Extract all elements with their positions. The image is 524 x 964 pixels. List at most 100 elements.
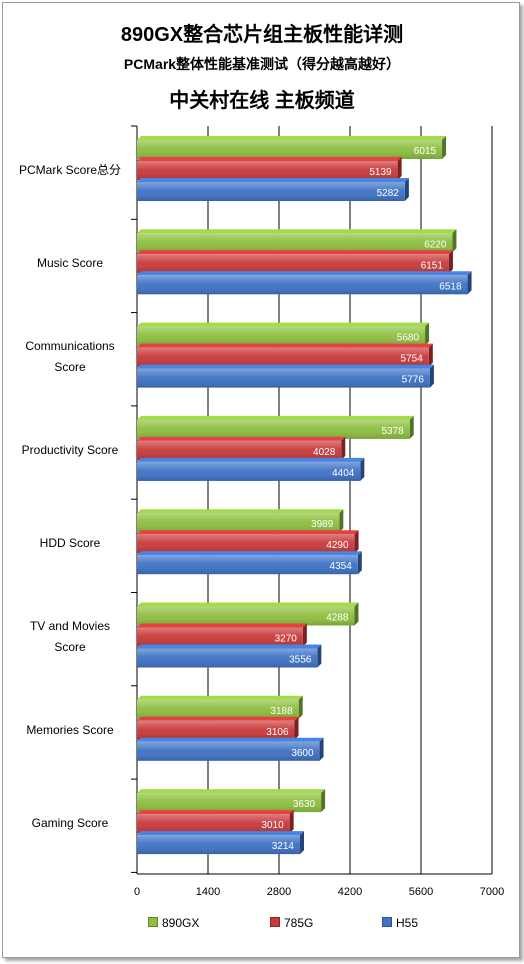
bar-value-label: 3010: [261, 820, 284, 831]
bar-top-face: [137, 831, 304, 836]
x-tick-label: 5600: [409, 886, 433, 898]
bar-shine: [137, 627, 303, 647]
bar-shine: [137, 741, 320, 761]
bar-value-label: 5776: [402, 375, 425, 386]
bar-side-face: [354, 602, 359, 626]
bar-shine: [137, 699, 299, 719]
bar-side-face: [319, 737, 324, 761]
bar-shine: [137, 368, 430, 388]
bar-h55: 3556: [137, 644, 322, 668]
legend-label: 890GX: [162, 916, 200, 930]
bar-side-face: [397, 157, 402, 180]
bar-value-label: 3600: [291, 748, 314, 759]
bar-side-face: [404, 178, 409, 201]
category-label: Communications Score: [25, 339, 115, 375]
bar-shine: [137, 140, 443, 159]
bar-785g: 4028: [137, 436, 346, 460]
bar-890gx: 4288: [137, 602, 359, 626]
bar-shine: [137, 326, 426, 346]
bar-side-face: [289, 810, 294, 834]
bar-785g: 3270: [137, 623, 307, 647]
bar-785g: 5139: [137, 157, 402, 180]
bar-side-face: [341, 436, 346, 460]
bar-top-face: [137, 343, 433, 348]
bar-shine: [137, 606, 355, 626]
bar-shine: [137, 513, 340, 533]
chart-source: 中关村在线 主板频道: [169, 90, 355, 112]
bar-side-face: [294, 716, 299, 740]
legend-swatch: [382, 917, 392, 927]
bar-side-face: [442, 136, 447, 159]
legend-label: H55: [396, 916, 419, 930]
bar-785g: 3106: [137, 716, 299, 740]
x-tick-label: 1400: [196, 886, 220, 898]
bar-shine: [137, 275, 468, 295]
bar-value-label: 5680: [397, 333, 420, 344]
bar-top-face: [137, 229, 457, 234]
bar-890gx: 3989: [137, 509, 344, 533]
legend: 890GX 785G H55: [0, 916, 524, 936]
bar-value-label: 3989: [311, 519, 334, 530]
x-tick-label: 0: [134, 886, 140, 898]
bar-shine: [137, 461, 361, 481]
bar-shine: [137, 233, 453, 253]
bar-top-face: [137, 322, 430, 327]
bar-value-label: 4404: [332, 468, 355, 479]
bar-top-face: [137, 695, 303, 700]
legend-label: 785G: [284, 916, 314, 930]
bar-890gx: 6015: [137, 136, 447, 159]
bar-value-label: 3214: [272, 841, 295, 852]
bar-side-face: [317, 644, 322, 668]
bar-shine: [137, 161, 398, 180]
bar-785g: 3010: [137, 810, 294, 834]
bar-top-face: [137, 530, 359, 535]
chart-subtitle: PCMark整体性能基准测试（得分越高越好）: [123, 56, 401, 72]
bar-value-label: 5754: [401, 354, 424, 365]
category-label: TV and Movies Score: [29, 619, 111, 654]
bar-h55: 4354: [137, 551, 362, 575]
bar-top-face: [137, 271, 472, 276]
bar-side-face: [339, 509, 344, 533]
category-label: Music Score: [36, 256, 104, 271]
bar-side-face: [467, 271, 472, 295]
bar-shine: [137, 814, 290, 834]
bar-shine: [137, 254, 449, 274]
bar-value-label: 5139: [369, 167, 392, 178]
bar-value-label: 6151: [421, 260, 444, 271]
category-label: PCMark Score总分: [18, 163, 122, 177]
bar-side-face: [321, 789, 326, 813]
bar-890gx: 3188: [137, 695, 303, 719]
bar-top-face: [137, 250, 453, 255]
bar-side-face: [425, 322, 430, 346]
bar-785g: 6151: [137, 250, 453, 274]
category-label: HDD Score: [39, 536, 101, 551]
bar-shine: [137, 347, 429, 367]
bar-side-face: [360, 457, 365, 481]
legend-swatch: [148, 917, 158, 927]
bar-side-face: [298, 695, 303, 719]
bar-side-face: [452, 229, 457, 253]
bar-top-face: [137, 415, 414, 420]
bar-side-face: [409, 415, 414, 439]
bar-top-face: [137, 737, 324, 742]
bar-side-face: [354, 530, 359, 554]
bar-top-face: [137, 457, 365, 462]
bar-value-label: 6518: [439, 281, 462, 292]
bar-top-face: [137, 136, 447, 140]
bar-value-label: 4288: [326, 613, 349, 624]
bar-value-label: 3556: [289, 655, 312, 666]
bar-top-face: [137, 644, 322, 649]
bar-shine: [137, 534, 355, 554]
bar-value-label: 5282: [377, 188, 400, 199]
bar-890gx: 6220: [137, 229, 457, 253]
legend-item-785g: 785G: [270, 916, 313, 930]
bar-h55: 5776: [137, 364, 434, 388]
bar-top-face: [137, 509, 344, 514]
bar-value-label: 3630: [293, 799, 316, 810]
bar-side-face: [302, 623, 307, 647]
bar-shine: [137, 835, 300, 855]
category-label: Productivity Score: [21, 442, 119, 457]
legend-swatch: [270, 917, 280, 927]
bar-top-face: [137, 602, 359, 607]
bar-890gx: 3630: [137, 789, 326, 813]
